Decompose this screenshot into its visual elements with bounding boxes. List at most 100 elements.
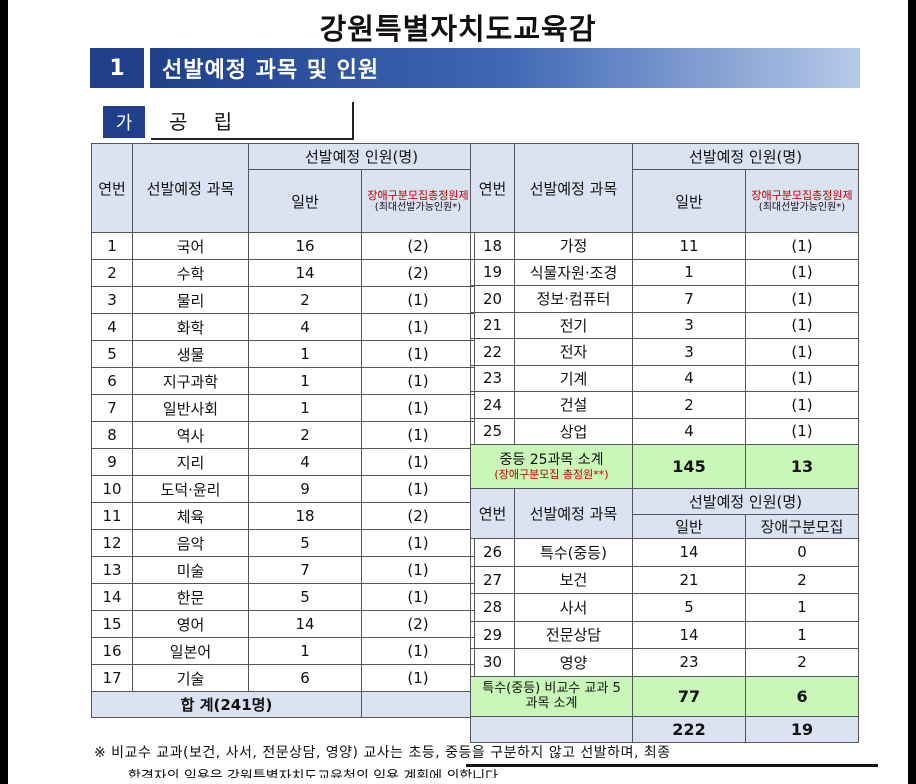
cell-general: 5 (248, 583, 362, 611)
cell-subject: 사서 (514, 593, 633, 622)
grand-total-spacer (360, 691, 476, 718)
cell-disabled: 1 (744, 593, 860, 622)
table-row: 18 가정 11 (1) (470, 232, 860, 260)
header-subject: 선발예정 과목 (514, 143, 633, 233)
cell-disabled: (1) (360, 448, 476, 476)
special-header-disabled: 장애구분모집 (744, 514, 860, 539)
cell-disabled: (1) (360, 583, 476, 611)
section-title: 선발예정 과목 및 인원 (150, 48, 860, 88)
cell-disabled: 0 (744, 538, 860, 567)
footnote-underline (466, 764, 878, 767)
cell-general: 5 (248, 529, 362, 557)
org-title: 강원특별자치도교육감 (319, 12, 597, 46)
cell-subject: 식물자원·조경 (514, 258, 633, 286)
cell-disabled: (2) (360, 502, 476, 530)
cell-general: 3 (632, 338, 746, 366)
cell-disabled: (1) (360, 286, 476, 314)
cell-no: 15 (91, 610, 133, 638)
cell-disabled: (1) (744, 285, 860, 313)
cell-general: 18 (248, 502, 362, 530)
cell-general: 2 (248, 421, 362, 449)
cell-disabled: (1) (360, 313, 476, 341)
cell-subject: 기계 (514, 364, 633, 392)
cell-no: 22 (470, 338, 515, 366)
cell-no: 13 (91, 556, 133, 584)
table-row: 20 정보·컴퓨터 7 (1) (470, 285, 860, 313)
cell-general: 11 (632, 232, 746, 260)
table-row: 25 상업 4 (1) (470, 417, 860, 445)
table-row: 14 한문 5 (1) (91, 583, 476, 611)
cell-general: 3 (632, 311, 746, 339)
table-row: 24 건설 2 (1) (470, 391, 860, 419)
cell-no: 24 (470, 391, 515, 419)
header-disabled-note: (최대선발가능인원*) (758, 201, 846, 213)
header-disabled-title: 장애구분모집총정원제 (367, 188, 469, 202)
header-no: 연번 (470, 143, 515, 233)
cell-disabled: 1 (744, 620, 860, 649)
cell-disabled: (1) (360, 664, 476, 692)
cell-no: 23 (470, 364, 515, 392)
header-general: 일반 (248, 169, 362, 233)
cell-no: 9 (91, 448, 133, 476)
table-row: 22 전자 3 (1) (470, 338, 860, 366)
cell-general: 16 (248, 232, 362, 260)
table-row: 28 사서 5 1 (470, 593, 860, 622)
cell-no: 19 (470, 258, 515, 286)
cell-subject: 생물 (132, 340, 249, 368)
cell-no: 12 (91, 529, 133, 557)
cell-disabled: (2) (360, 232, 476, 260)
table-row: 5 생물 1 (1) (91, 340, 476, 368)
table-row: 8 역사 2 (1) (91, 421, 476, 449)
footnote-line1: ※ 비교수 교과(보건, 사서, 전문상담, 영양) 교사는 초등, 중등을 구… (94, 745, 671, 761)
cell-no: 25 (470, 417, 515, 445)
header-no: 연번 (91, 143, 133, 233)
subsection-title: 공 립 (151, 102, 354, 140)
table-row: 4 화학 4 (1) (91, 313, 476, 341)
cell-disabled: (1) (360, 421, 476, 449)
cell-subject: 영어 (132, 610, 249, 638)
grand-total-general: 222 (632, 715, 746, 743)
cell-subject: 지리 (132, 448, 249, 476)
cell-no: 20 (470, 285, 515, 313)
cell-general: 14 (632, 538, 746, 567)
table-row: 10 도덕·윤리 9 (1) (91, 475, 476, 503)
cell-general: 1 (248, 394, 362, 422)
cell-disabled: (1) (744, 338, 860, 366)
cell-disabled: (1) (744, 417, 860, 445)
table-row: 11 체육 18 (2) (91, 502, 476, 530)
special-subtotal-disabled: 6 (744, 675, 860, 717)
header-count-group: 선발예정 인원(명) (247, 143, 476, 170)
document-page: 강원특별자치도교육감 1 선발예정 과목 및 인원 가 공 립 연번 선발예정 … (8, 0, 908, 784)
cell-no: 2 (91, 259, 133, 287)
cell-subject: 정보·컴퓨터 (514, 285, 633, 313)
table-row: 9 지리 4 (1) (91, 448, 476, 476)
cell-no: 6 (91, 367, 133, 395)
cell-no: 16 (91, 637, 133, 665)
cell-general: 7 (248, 556, 362, 584)
table-row: 3 물리 2 (1) (91, 286, 476, 314)
cell-no: 27 (470, 565, 515, 594)
cell-disabled: (1) (360, 529, 476, 557)
secondary-subtotal-disabled: 13 (744, 444, 860, 489)
grand-total-disabled: 19 (744, 715, 860, 743)
header-subject: 선발예정 과목 (132, 143, 249, 233)
cell-subject: 수학 (132, 259, 249, 287)
cell-no: 28 (470, 593, 515, 622)
cell-subject: 음악 (132, 529, 249, 557)
cell-no: 21 (470, 311, 515, 339)
cell-subject: 물리 (132, 286, 249, 314)
cell-subject: 지구과학 (132, 367, 249, 395)
cell-general: 23 (632, 648, 746, 677)
cell-subject: 전자 (514, 338, 633, 366)
cell-disabled: (1) (744, 391, 860, 419)
cell-subject: 전문상담 (514, 620, 633, 649)
cell-subject: 기술 (132, 664, 249, 692)
table-row: 7 일반사회 1 (1) (91, 394, 476, 422)
cell-subject: 한문 (132, 583, 249, 611)
cell-disabled: 2 (744, 648, 860, 677)
cell-general: 1 (632, 258, 746, 286)
special-header-general: 일반 (632, 514, 746, 539)
cell-general: 7 (632, 285, 746, 313)
table-row: 15 영어 14 (2) (91, 610, 476, 638)
table-row: 12 음악 5 (1) (91, 529, 476, 557)
